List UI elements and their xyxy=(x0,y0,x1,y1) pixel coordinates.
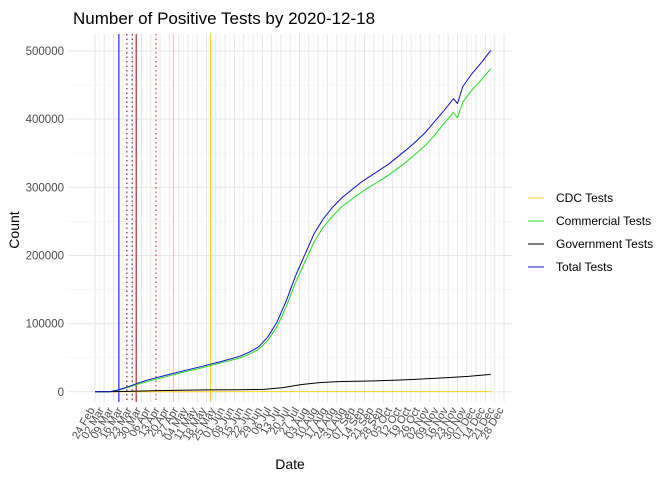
legend-label: Commercial Tests xyxy=(556,214,651,228)
legend-label: Total Tests xyxy=(556,260,612,274)
legend-label: CDC Tests xyxy=(556,191,613,205)
y-tick-label: 100000 xyxy=(26,319,64,331)
y-axis-label: Count xyxy=(6,211,22,248)
series-line-commercial-tests xyxy=(95,69,491,392)
y-tick-label: 400000 xyxy=(26,114,64,126)
legend-label: Government Tests xyxy=(556,237,653,251)
y-tick-label: 200000 xyxy=(26,250,64,262)
y-tick-label: 300000 xyxy=(26,182,64,194)
legend: CDC Tests Commercial Tests Government Test… xyxy=(528,191,653,274)
chart-title: Number of Positive Tests by 2020-12-18 xyxy=(73,9,375,28)
series-line-total-tests xyxy=(95,50,491,391)
y-tick-label: 0 xyxy=(58,387,64,399)
x-axis-label: Date xyxy=(275,456,305,472)
y-tick-label: 500000 xyxy=(26,46,64,58)
series-line-government-tests xyxy=(95,374,491,391)
